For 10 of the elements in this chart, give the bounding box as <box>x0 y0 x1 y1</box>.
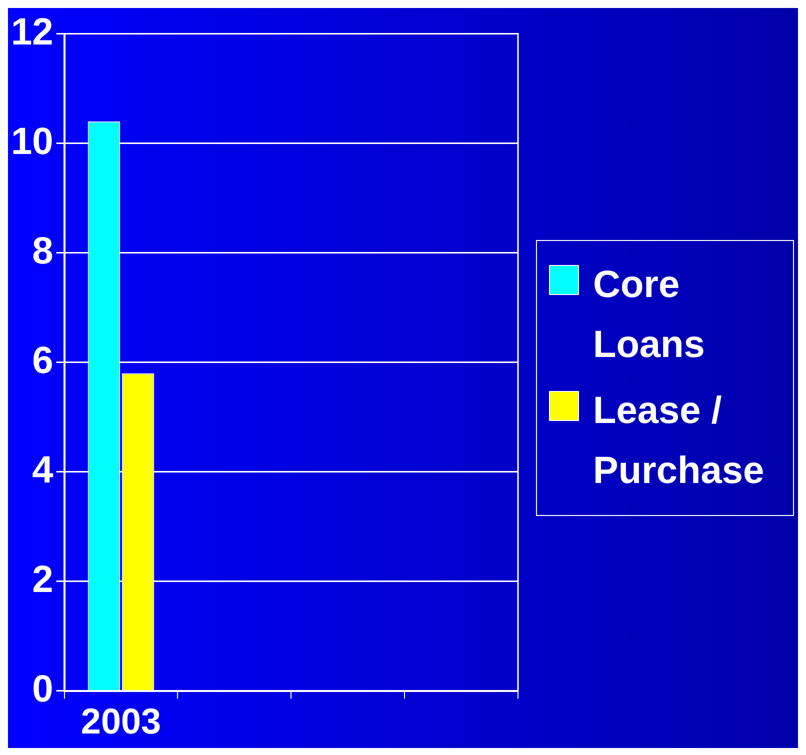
y-tick-label: 10 <box>10 120 54 163</box>
y-tick-label: 0 <box>32 668 54 710</box>
text: Core Loans <box>593 263 706 368</box>
y-tick-label: 4 <box>32 449 54 492</box>
x-tick-label: 2003 <box>80 700 162 742</box>
y-tick-label: 8 <box>32 230 54 272</box>
y-tick-label: 6 <box>32 340 54 382</box>
y-tick-label: 2 <box>32 558 54 601</box>
legend-label: Lease / Purchase <box>593 389 766 494</box>
y-tick-label: 12 <box>10 11 54 54</box>
